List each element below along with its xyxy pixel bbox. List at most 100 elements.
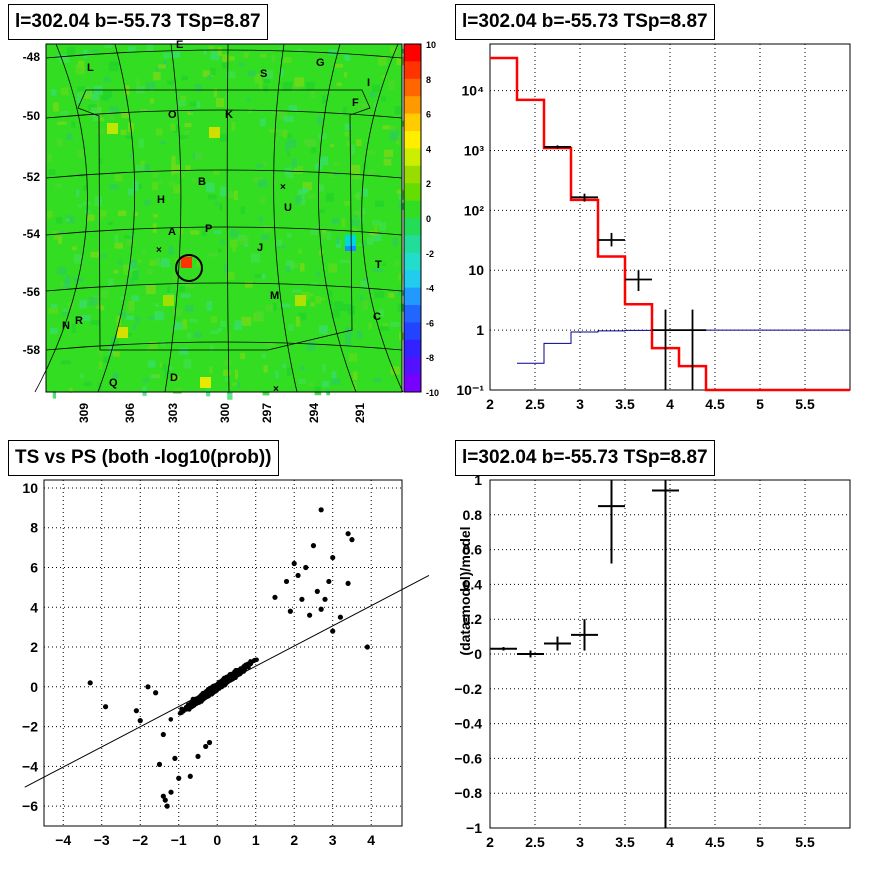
map-noise-patch <box>328 263 337 273</box>
map-noise-patch <box>272 303 277 311</box>
map-noise-patch <box>272 109 282 115</box>
map-noise-patch <box>56 138 63 147</box>
map-noise-patch <box>76 189 80 197</box>
map-noise-patch <box>377 55 387 66</box>
map-noise-patch <box>125 135 134 139</box>
map-noise-patch <box>170 51 181 58</box>
map-noise-patch <box>322 364 327 373</box>
map-noise-patch <box>95 100 100 107</box>
map-noise-patch <box>167 286 171 296</box>
map-noise-patch <box>67 302 74 309</box>
map-noise-patch <box>98 305 103 309</box>
map-noise-patch <box>129 153 134 158</box>
map-noise-patch <box>298 312 307 321</box>
map-noise-patch <box>178 228 184 235</box>
map-noise-patch <box>316 116 323 125</box>
map-noise-patch <box>261 273 266 280</box>
colorbar-tick-label: 2 <box>426 179 431 189</box>
scatter-point <box>247 661 252 667</box>
map-noise-patch <box>219 134 229 142</box>
map-noise-patch <box>139 138 144 148</box>
map-noise-patch <box>379 222 387 231</box>
map-noise-patch <box>318 133 327 140</box>
map-noise-patch <box>103 356 110 363</box>
map-noise-patch <box>202 229 207 236</box>
map-noise-patch <box>285 141 290 152</box>
map-noise-patch <box>350 227 358 232</box>
map-noise-patch <box>173 388 182 394</box>
map-noise-patch <box>154 303 159 307</box>
residual-point <box>490 647 517 651</box>
map-noise-patch <box>224 264 229 274</box>
map-noise-patch <box>261 353 266 359</box>
map-noise-patch <box>246 97 251 101</box>
map-noise-patch <box>89 296 99 306</box>
map-noise-patch <box>79 373 84 379</box>
map-noise-patch <box>361 103 372 108</box>
map-noise-patch <box>133 181 139 191</box>
map-noise-patch <box>258 179 268 188</box>
map-hotspot <box>181 257 192 268</box>
colorbar-segment <box>404 61 421 80</box>
map-noise-patch <box>264 69 273 80</box>
map-noise-patch <box>256 164 264 168</box>
y-tick-label: -56 <box>23 285 41 299</box>
map-noise-patch <box>90 320 100 325</box>
map-noise-patch <box>83 184 88 191</box>
y-tick-label: 8 <box>30 520 38 536</box>
map-noise-patch <box>147 315 155 320</box>
map-noise-patch <box>344 54 351 61</box>
map-noise-patch <box>329 300 333 308</box>
y-tick-label: −1 <box>466 820 482 836</box>
grid-parallel <box>45 226 403 236</box>
scatter-point <box>176 775 182 781</box>
map-noise-patch <box>100 95 107 99</box>
map-noise-patch <box>344 123 352 131</box>
map-noise-patch <box>333 172 340 176</box>
x-tick-label: 2 <box>486 834 494 850</box>
colorbar-tick-label: -8 <box>426 353 434 363</box>
scatter-point <box>254 657 259 663</box>
map-noise-patch <box>109 110 115 120</box>
map-noise-patch <box>222 54 229 63</box>
map-noise-patch <box>298 378 306 384</box>
map-noise-patch <box>236 382 241 388</box>
scatter-point <box>156 761 163 767</box>
map-noise-patch <box>381 75 388 79</box>
map-noise-patch <box>156 128 163 136</box>
region-label: S <box>260 68 267 80</box>
map-noise-patch <box>62 310 70 316</box>
map-noise-patch <box>185 165 191 172</box>
map-hotspot <box>200 377 211 388</box>
map-noise-patch <box>158 181 163 185</box>
map-noise-patch <box>63 278 71 289</box>
map-noise-patch <box>170 123 176 131</box>
map-noise-patch <box>388 293 395 298</box>
map-noise-patch <box>117 210 127 217</box>
map-noise-patch <box>382 262 386 266</box>
scatter-point <box>195 753 201 760</box>
map-noise-patch <box>60 87 69 96</box>
map-noise-patch <box>60 360 71 365</box>
map-noise-patch <box>213 88 217 97</box>
map-noise-patch <box>192 178 197 182</box>
grid-parallel <box>45 109 403 119</box>
map-noise-patch <box>260 234 269 241</box>
map-noise-patch <box>263 225 272 233</box>
map-noise-patch <box>350 219 360 226</box>
map-noise-patch <box>114 242 123 249</box>
map-noise-patch <box>169 366 173 370</box>
map-noise-patch <box>146 269 154 275</box>
map-noise-patch <box>208 252 218 257</box>
map-noise-patch <box>156 258 160 266</box>
scatter-point <box>203 692 209 697</box>
map-noise-patch <box>311 282 317 287</box>
source-cross: × <box>156 245 162 256</box>
map-noise-patch <box>98 158 103 164</box>
map-noise-patch <box>287 152 291 157</box>
map-noise-patch <box>52 389 56 399</box>
map-noise-patch <box>366 236 374 246</box>
map-noise-patch <box>331 371 337 381</box>
x-tick-label: 2.5 <box>525 396 545 412</box>
map-noise-patch <box>142 378 149 383</box>
